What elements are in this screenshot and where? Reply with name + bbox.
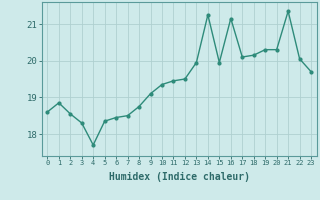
X-axis label: Humidex (Indice chaleur): Humidex (Indice chaleur) <box>109 172 250 182</box>
